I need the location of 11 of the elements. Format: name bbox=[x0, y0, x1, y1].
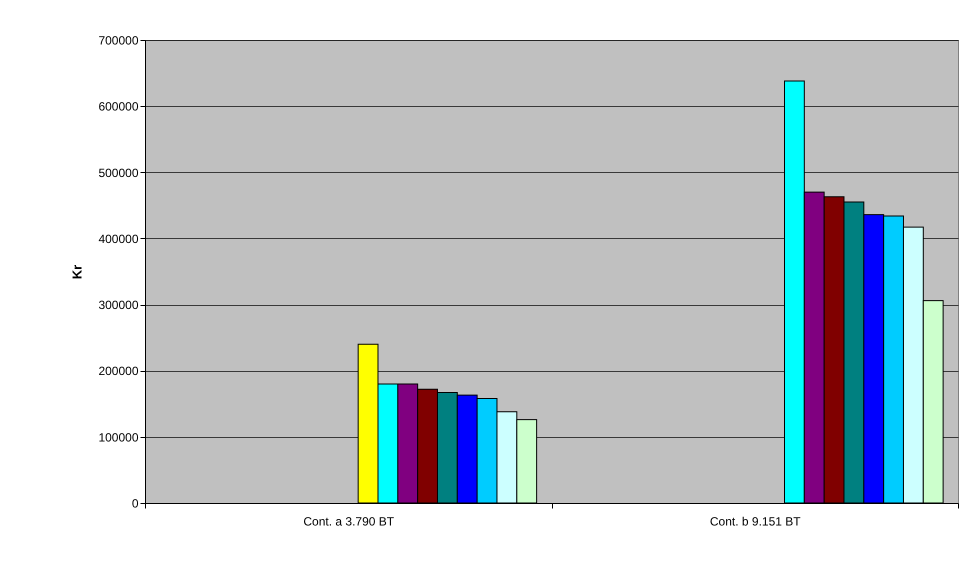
y-tick-label: 700000 bbox=[98, 34, 139, 48]
y-tick-label: 300000 bbox=[98, 298, 139, 312]
y-tick-label: 400000 bbox=[98, 232, 139, 246]
y-axis-title: Kr bbox=[69, 264, 84, 280]
y-tick-label: 200000 bbox=[98, 364, 139, 378]
y-tick-label: 0 bbox=[132, 496, 139, 510]
y-tick-label: 100000 bbox=[98, 430, 139, 444]
y-tick-label: 600000 bbox=[98, 100, 139, 114]
x-tick-label: Cont. a 3.790 BT bbox=[303, 514, 395, 528]
y-tick-label: 500000 bbox=[98, 166, 139, 180]
x-tick-label: Cont. b 9.151 BT bbox=[710, 514, 802, 528]
